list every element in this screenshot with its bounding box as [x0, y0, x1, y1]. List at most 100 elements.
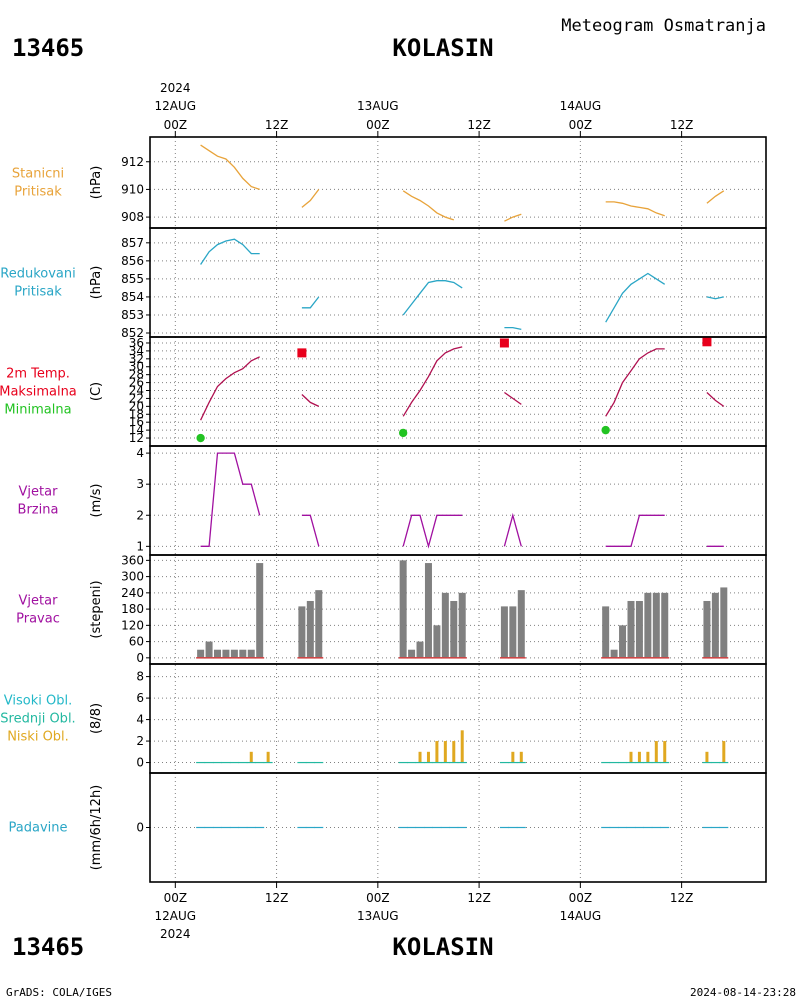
low-cloud-bar — [443, 741, 447, 763]
temperatura-ylabel: (C) — [89, 382, 104, 401]
low-cloud-bar — [266, 751, 270, 763]
wind-direction-bar — [214, 649, 222, 658]
vjetar-brzina-ytick-label: 2 — [136, 508, 144, 522]
temperatura-ytick-label: 34 — [129, 344, 144, 358]
redukovani-pritisak-ytick-label: 852 — [121, 326, 144, 340]
bottom-date-tick: 14AUG — [560, 909, 602, 923]
temperatura-series-line — [200, 356, 260, 421]
redukovani-pritisak-series-line — [504, 326, 522, 331]
wind-direction-bar — [416, 641, 424, 658]
low-cloud-bar — [663, 741, 667, 763]
top-time-tick: 00Z — [366, 118, 390, 132]
vjetar-brzina-label: Brzina — [18, 503, 59, 518]
wind-direction-bar — [509, 606, 517, 658]
top-time-tick: 12Z — [265, 118, 289, 132]
stanicni-pritisak-label: Stanicni — [12, 167, 64, 182]
temperatura-ytick-label: 12 — [129, 431, 144, 445]
wind-direction-bar — [711, 592, 719, 658]
temperatura-ytick-label: 20 — [129, 399, 144, 413]
wind-direction-bar — [652, 592, 660, 658]
vjetar-pravac-ylabel: (stepeni) — [89, 580, 104, 638]
top-year-tick: 2024 — [160, 81, 191, 95]
bottom-time-tick: 12Z — [265, 891, 289, 905]
stanicni-pritisak-ylabel: (hPa) — [89, 166, 104, 200]
temperatura-label: Minimalna — [4, 403, 71, 418]
stanicni-pritisak-series-line — [402, 190, 455, 221]
stanicni-pritisak-series-line — [504, 213, 522, 222]
wind-direction-bar — [627, 600, 635, 658]
chart-subtitle: Meteogram Osmatranja — [561, 16, 766, 36]
stanicni-pritisak-frame — [149, 136, 767, 229]
vjetar-brzina-series-line — [605, 514, 665, 547]
low-cloud-bar — [646, 751, 650, 763]
wind-direction-bar — [230, 649, 238, 658]
vjetar-pravac-ytick-label: 0 — [136, 651, 144, 665]
temperatura-series-line — [301, 394, 320, 407]
redukovani-pritisak-series-line — [200, 238, 260, 265]
footer-timestamp: 2024-08-14-23:28 — [690, 986, 796, 999]
wind-direction-bar — [610, 649, 618, 658]
redukovani-pritisak-label: Redukovani — [0, 267, 75, 282]
vjetar-brzina-series-line — [503, 512, 522, 547]
wind-direction-bar — [222, 649, 230, 658]
temperatura-ytick-label: 26 — [129, 376, 144, 390]
tmax-marker — [499, 338, 509, 348]
top-date-tick: 13AUG — [357, 99, 399, 113]
wind-direction-bar — [433, 625, 441, 658]
wind-direction-bar — [602, 606, 610, 658]
oblacnost-label: Srednji Obl. — [0, 712, 75, 727]
oblacnost-frame — [149, 663, 767, 774]
top-time-tick: 00Z — [164, 118, 188, 132]
low-cloud-bar — [435, 741, 439, 763]
vjetar-brzina-series-line — [200, 452, 261, 547]
top-time-tick: 00Z — [569, 118, 593, 132]
wind-direction-bar — [399, 560, 407, 658]
footer-credit: GrADS: COLA/IGES — [6, 986, 112, 999]
low-cloud-bar — [705, 751, 709, 763]
oblacnost-ytick-label: 2 — [136, 734, 144, 748]
vjetar-brzina-ylabel: (m/s) — [89, 484, 104, 518]
temperatura-label: Maksimalna — [0, 385, 77, 400]
wind-direction-bar — [256, 563, 264, 658]
vjetar-pravac-ytick-label: 300 — [121, 570, 144, 584]
redukovani-pritisak-label: Pritisak — [14, 285, 62, 300]
wind-direction-bar — [315, 590, 323, 658]
station-name-bottom: KOLASIN — [392, 933, 493, 961]
vjetar-brzina-series-line — [402, 514, 463, 549]
padavine-frame — [149, 772, 767, 883]
low-cloud-bar — [722, 741, 726, 763]
wind-direction-bar — [450, 600, 458, 658]
vjetar-pravac-ytick-label: 180 — [121, 602, 144, 616]
redukovani-pritisak-ytick-label: 855 — [121, 272, 144, 286]
stanicni-pritisak-series-line — [301, 189, 320, 208]
temperatura-ytick-label: 28 — [129, 368, 144, 382]
bottom-time-tick: 00Z — [366, 891, 390, 905]
station-id-bottom: 13465 — [12, 933, 84, 961]
low-cloud-bar — [511, 751, 515, 763]
vjetar-brzina-ytick-label: 3 — [136, 477, 144, 491]
wind-direction-bar — [298, 606, 306, 658]
oblacnost-ytick-label: 0 — [136, 756, 144, 770]
stanicni-pritisak-series-line — [200, 144, 260, 191]
vjetar-pravac-label: Pravac — [16, 612, 60, 627]
wind-direction-bar — [703, 600, 711, 658]
redukovani-pritisak-ytick-label: 857 — [121, 236, 144, 250]
wind-direction-bar — [441, 592, 449, 658]
temperatura-ytick-label: 22 — [129, 391, 144, 405]
wind-direction-bar — [635, 600, 643, 658]
vjetar-brzina-ytick-label: 1 — [136, 539, 144, 553]
vjetar-pravac-ytick-label: 360 — [121, 553, 144, 567]
bottom-time-tick: 00Z — [569, 891, 593, 905]
oblacnost-label: Visoki Obl. — [4, 694, 72, 709]
vjetar-brzina-series-line — [301, 514, 320, 547]
padavine-ytick-label: 0 — [136, 821, 144, 835]
wind-direction-bar — [458, 592, 466, 658]
bottom-date-tick: 13AUG — [357, 909, 399, 923]
stanicni-pritisak-ytick-label: 910 — [121, 182, 144, 196]
low-cloud-bar — [629, 751, 633, 763]
wind-direction-bar — [500, 606, 508, 658]
wind-direction-bar — [661, 592, 669, 658]
bottom-date-tick: 12AUG — [155, 909, 197, 923]
top-date-tick: 12AUG — [155, 99, 197, 113]
